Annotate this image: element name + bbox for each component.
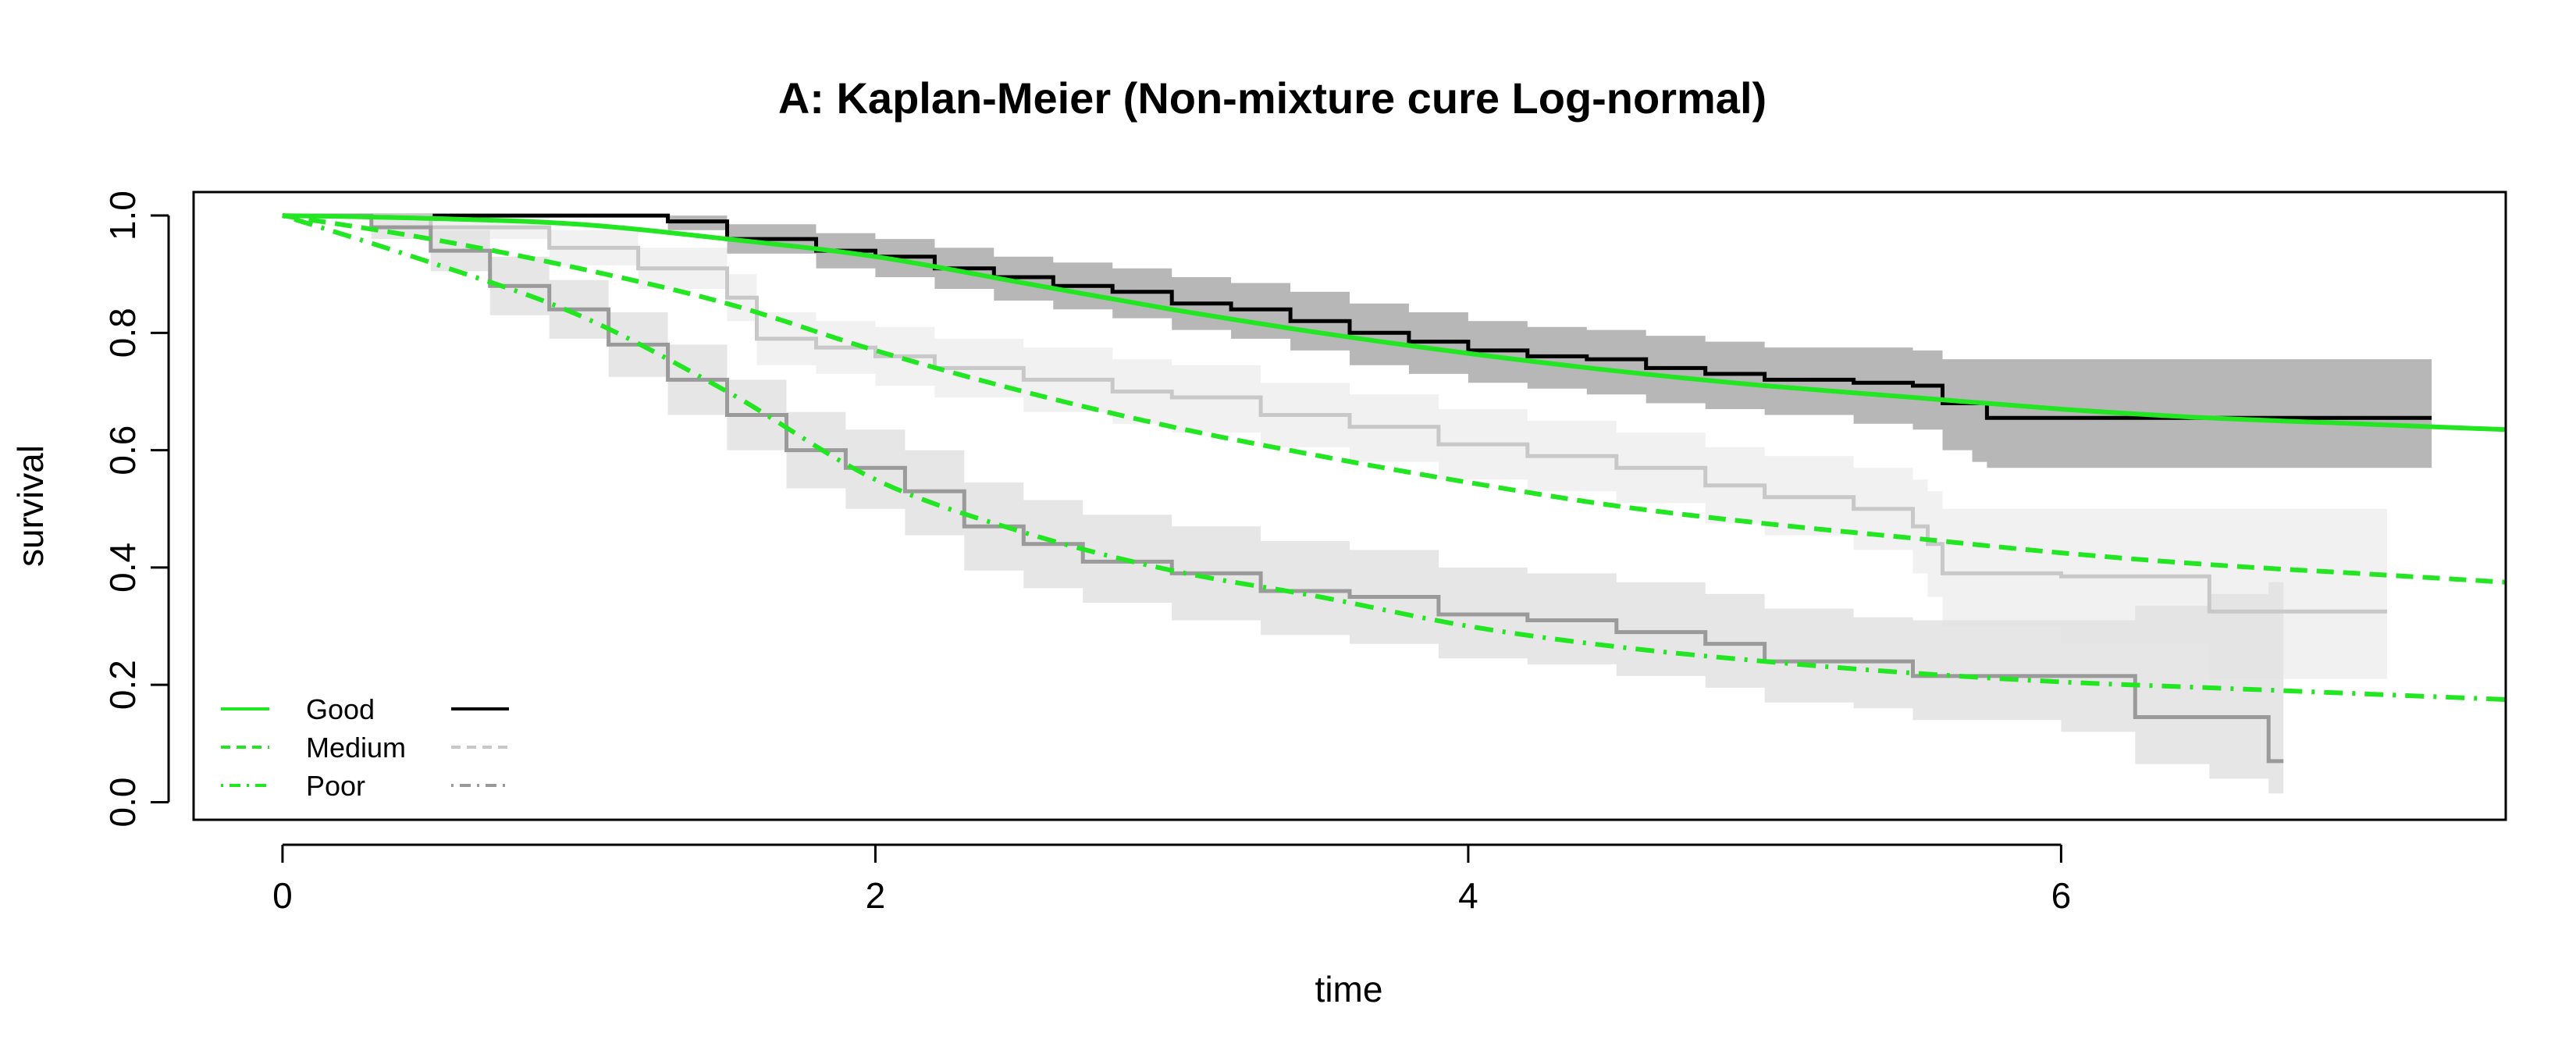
x-tick-label: 2: [866, 875, 886, 916]
kaplan-meier-curves: [282, 213, 2432, 764]
legend-label-poor: Poor: [306, 770, 365, 802]
legend-label-medium: Medium: [306, 732, 406, 764]
y-tick-label: 0.2: [102, 660, 143, 710]
y-axis: 0.0 0.2 0.4 0.6 0.8 1.0: [102, 191, 170, 828]
confidence-bands: [282, 215, 2432, 794]
x-tick-label: 6: [2051, 875, 2072, 916]
ci-band-good: [282, 215, 2432, 468]
legend: Good Medium Poor: [221, 693, 509, 802]
y-tick-label: 0.4: [102, 543, 143, 593]
model-curves: [281, 213, 2507, 702]
chart-title: A: Kaplan-Meier (Non-mixture cure Log-no…: [778, 73, 1767, 123]
plot-area-frame: [192, 191, 2507, 821]
y-tick-label: 1.0: [102, 191, 143, 240]
y-tick-label: 0.0: [102, 778, 143, 828]
model-curve-poor: [281, 213, 2507, 702]
model-curve-medium: [282, 213, 2507, 585]
y-tick-label: 0.6: [102, 426, 143, 475]
model-curve-good: [282, 213, 2507, 433]
x-tick-label: 4: [1458, 875, 1478, 916]
y-axis-label: survival: [10, 445, 51, 567]
ci-band-poor: [282, 215, 2284, 794]
x-axis-label: time: [1315, 969, 1383, 1009]
km-curve-good: [282, 213, 2432, 420]
y-tick-label: 0.8: [102, 308, 143, 358]
legend-label-good: Good: [306, 693, 375, 725]
x-tick-label: 0: [272, 875, 293, 916]
km-curve-poor: [282, 213, 2284, 764]
km-curve-medium: [282, 213, 2388, 614]
x-axis: 0 2 4 6: [272, 843, 2072, 916]
